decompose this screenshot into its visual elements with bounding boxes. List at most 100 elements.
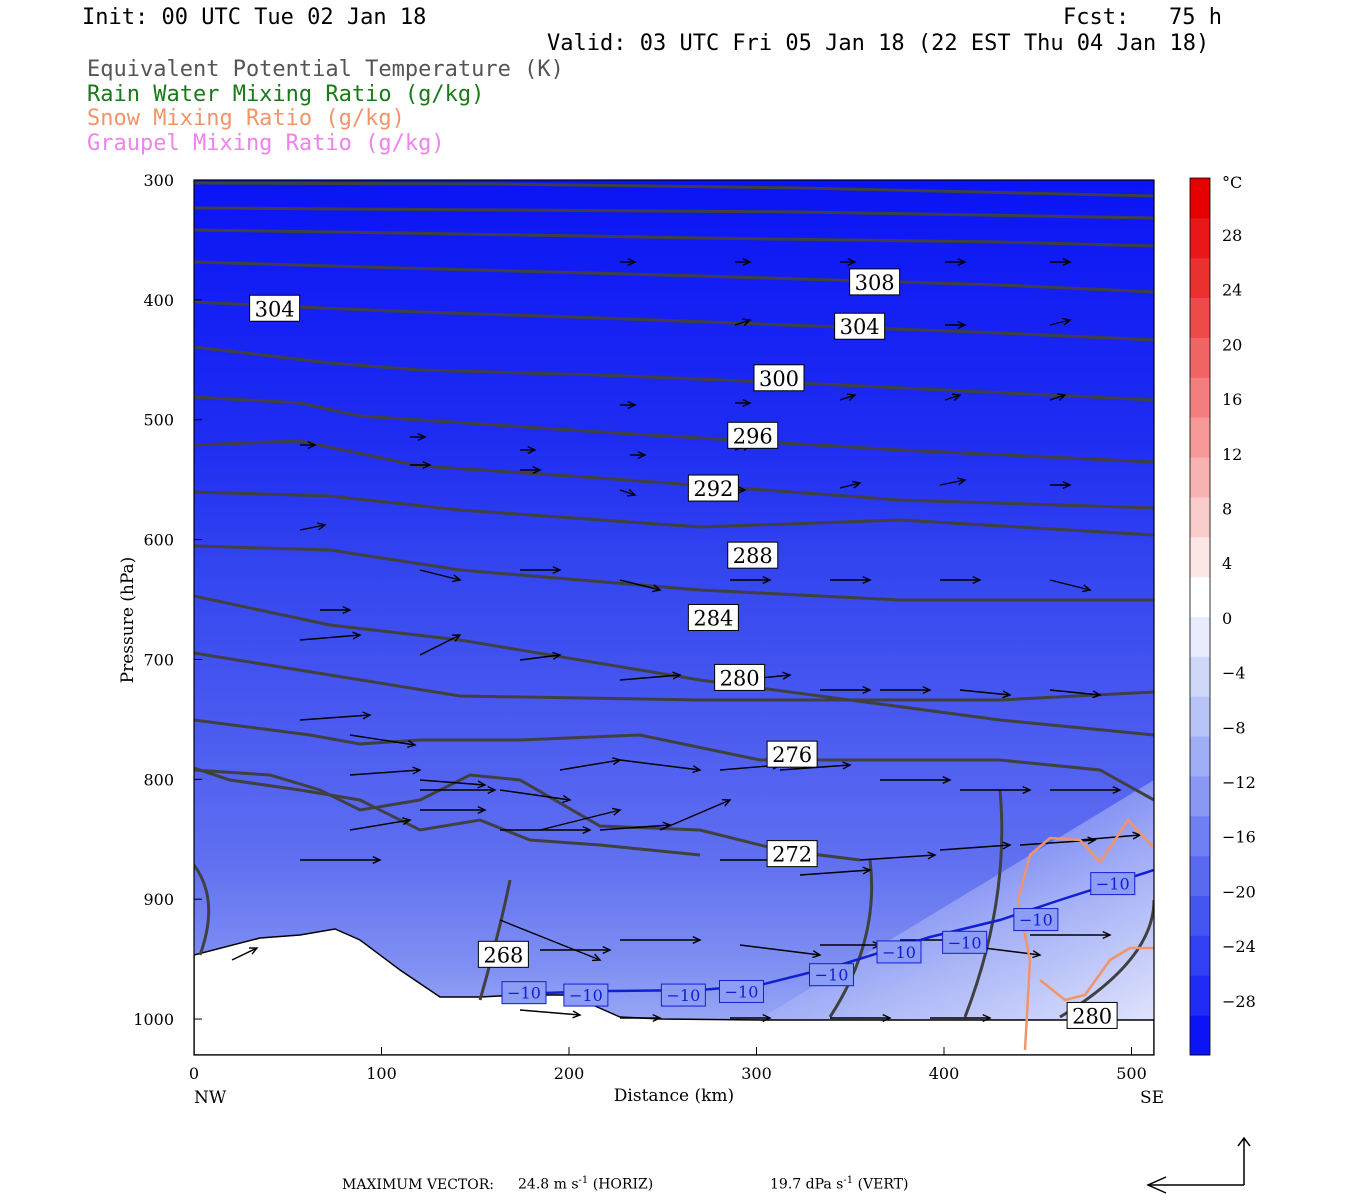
isotherm-label-box — [1013, 908, 1059, 932]
wind-vector-head — [582, 825, 592, 835]
theta-e-label: 292 — [693, 477, 733, 501]
warm-shading-se — [700, 780, 1154, 1055]
wind-vector — [799, 869, 871, 876]
colorbar-tick-label: −8 — [1222, 718, 1246, 737]
wind-vector-head — [1032, 950, 1042, 959]
wind-vector-head — [1112, 785, 1122, 795]
colorbar-segment — [1190, 337, 1210, 378]
colorbar-tick-label: −12 — [1222, 773, 1256, 792]
legend-snow: Snow Mixing Ratio (g/kg) — [87, 106, 405, 131]
isotherm-label: −10 — [725, 982, 759, 1001]
reference-vector-icon — [1146, 1136, 1251, 1194]
plot-frame — [193, 179, 1155, 1056]
wind-vector — [519, 654, 561, 661]
horiz-exp: -1 — [578, 1175, 589, 1186]
wind-vector — [839, 394, 856, 401]
wind-vector — [1019, 839, 1096, 846]
theta-e-contour-line — [194, 260, 1154, 294]
isotherm-labels: −10 −10 −10 −10 −10 −10 −10 −10 −10 — [501, 872, 1136, 1007]
theta-e-label: 288 — [733, 544, 773, 568]
colorbar-segment — [1190, 297, 1210, 338]
colorbar-tick-label: 12 — [1222, 445, 1242, 464]
colorbar-tick-label: 8 — [1222, 500, 1232, 519]
wind-vector-head — [1082, 584, 1092, 593]
wind-vector-head — [407, 739, 417, 748]
wind-vector-head — [637, 450, 647, 460]
wind-vector-head — [627, 400, 637, 410]
wind-vector-head — [602, 945, 612, 955]
wind-vector — [1049, 319, 1071, 326]
wind-vector-head — [562, 795, 572, 804]
wind-vector-head — [762, 575, 772, 585]
wind-vector-head — [362, 711, 372, 720]
wind-vector — [419, 569, 461, 581]
theta-e-label: 272 — [772, 843, 812, 867]
max-vector-horiz: 24.8 m s-1 (HORIZ) — [518, 1175, 653, 1193]
vert-exp: -1 — [843, 1175, 854, 1186]
init-time: Init: 00 UTC Tue 02 Jan 18 — [82, 5, 427, 30]
wind-vector-head — [307, 440, 317, 450]
isotherm-label-box — [501, 981, 547, 1005]
wind-vector — [959, 689, 1011, 696]
x-tick-label: 300 — [741, 1064, 772, 1083]
y-tick-label: 900 — [143, 890, 174, 909]
wind-vector — [739, 944, 821, 956]
theta-e-contour-line — [194, 228, 1154, 248]
colorbar-tick-label: −20 — [1222, 882, 1256, 901]
wind-vector — [349, 819, 411, 831]
wind-vector — [299, 524, 326, 531]
wind-vector — [1079, 834, 1141, 841]
colorbar-segment — [1190, 417, 1210, 458]
wind-vector-head — [591, 953, 602, 962]
snow-contour-lower — [1039, 946, 1154, 1002]
wind-vector-head — [352, 631, 362, 640]
theta-e-label: 280 — [720, 666, 760, 690]
x-axis-title: Distance (km) — [613, 1086, 735, 1106]
wind-vector-head — [612, 807, 622, 816]
wind-vector-head — [1132, 831, 1142, 840]
wind-vector — [419, 779, 486, 786]
wind-vector-head — [652, 584, 662, 593]
y-tick-label: 300 — [143, 171, 174, 190]
wind-vector-head — [527, 445, 537, 455]
wind-vector-head — [862, 685, 872, 695]
wind-vector — [419, 634, 461, 656]
theta-e-label-box — [834, 312, 886, 340]
wind-vector-head — [982, 1013, 992, 1023]
y-tick-label: 500 — [143, 411, 174, 430]
colorbar: °C 28 24 20 16 12 8 4 0 −4 −8 −12 −16 −20 −24 −28 — [1189, 173, 1256, 1056]
wind-vector-head — [942, 775, 952, 785]
theta-e-contour-line — [194, 544, 1154, 602]
theta-e-label: 304 — [840, 315, 880, 339]
colorbar-tick-label: −28 — [1222, 992, 1256, 1011]
wind-vector-head — [692, 935, 702, 945]
wind-vector-head — [957, 477, 967, 486]
wind-vector — [944, 394, 961, 401]
wind-vector-head — [627, 257, 637, 267]
theta-e-label-box — [727, 421, 779, 449]
wind-vector-head — [1002, 841, 1012, 850]
colorbar-segment — [1190, 576, 1210, 617]
theta-e-contour-line — [194, 345, 1154, 402]
wind-vector-head — [451, 634, 462, 642]
wind-vector-head — [737, 485, 747, 495]
isotherm-label: −10 — [882, 943, 916, 962]
x-tick-label: 100 — [366, 1064, 397, 1083]
theta-e-label: 308 — [855, 271, 895, 295]
wind-vector-head — [842, 761, 852, 770]
colorbar-frame — [1189, 177, 1211, 1056]
y-tick-label: 400 — [143, 291, 174, 310]
wind-vector — [299, 634, 361, 641]
y-tick-label: 700 — [143, 650, 174, 669]
theta-e-contour-line — [478, 879, 512, 1001]
isotherm-label: −10 — [507, 984, 541, 1003]
colorbar-segment — [1190, 616, 1210, 657]
theta-e-contour-line — [194, 490, 1154, 537]
wind-vector — [839, 482, 861, 489]
theta-e-contour-line — [194, 300, 1154, 342]
colorbar-segment — [1190, 536, 1210, 578]
theta-e-label: 284 — [693, 607, 733, 631]
colorbar-segment — [1190, 1015, 1210, 1056]
theta-e-label: 280 — [1072, 1004, 1112, 1028]
wind-vector-head — [1056, 393, 1067, 402]
